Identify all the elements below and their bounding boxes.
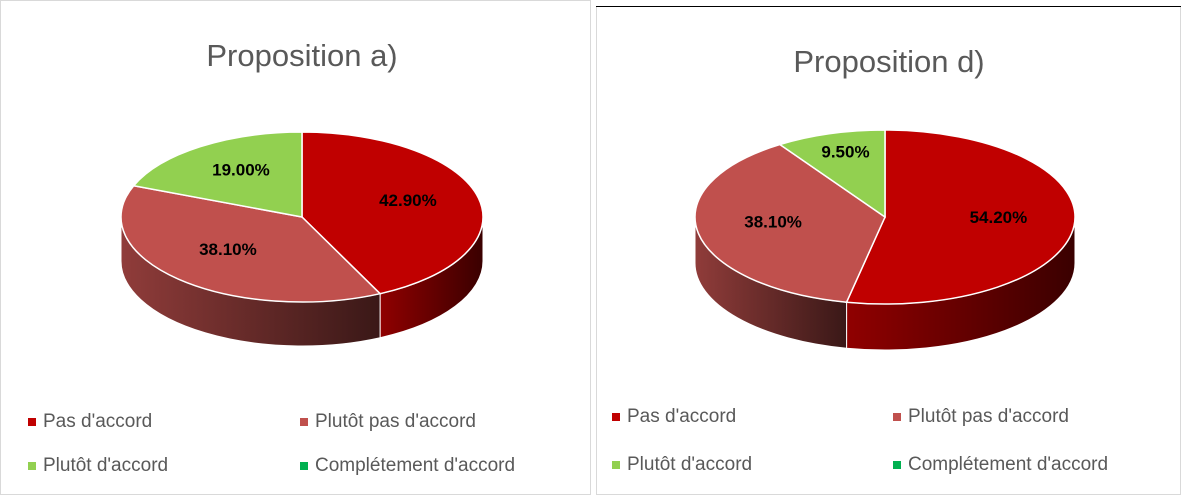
data-label: 38.10% [744,212,802,231]
data-label: 54.20% [970,208,1028,227]
pie-slice [694,143,886,303]
data-label: 19.00% [212,160,270,179]
chart-title: Proposition a) [206,38,397,73]
legend-marker [893,461,901,469]
legend-label: Plutôt d'accord [627,454,752,475]
pie-slice [132,131,303,218]
legend-marker [28,418,36,426]
legend-marker [300,462,308,470]
pie-slice [120,184,382,303]
data-label: 9.50% [821,143,869,162]
legend-marker [612,461,620,469]
pie-slice [845,129,1076,305]
legend-label: Plutôt pas d'accord [908,406,1069,427]
data-label: 42.90% [379,191,437,210]
pie-slice [301,131,484,295]
legend-marker [28,462,36,470]
chart-title: Proposition d) [793,44,984,79]
legend-marker [612,413,620,421]
legend-label: Pas d'accord [43,411,152,432]
legend-label: Complétement d'accord [908,454,1108,475]
legend-marker [300,418,308,426]
legend-marker [893,413,901,421]
legend-label: Complétement d'accord [315,455,515,476]
pie-slice [778,129,886,219]
legend-label: Plutôt pas d'accord [315,411,476,432]
legend-label: Pas d'accord [627,406,736,427]
data-label: 38.10% [199,240,257,259]
legend-label: Plutôt d'accord [43,455,168,476]
